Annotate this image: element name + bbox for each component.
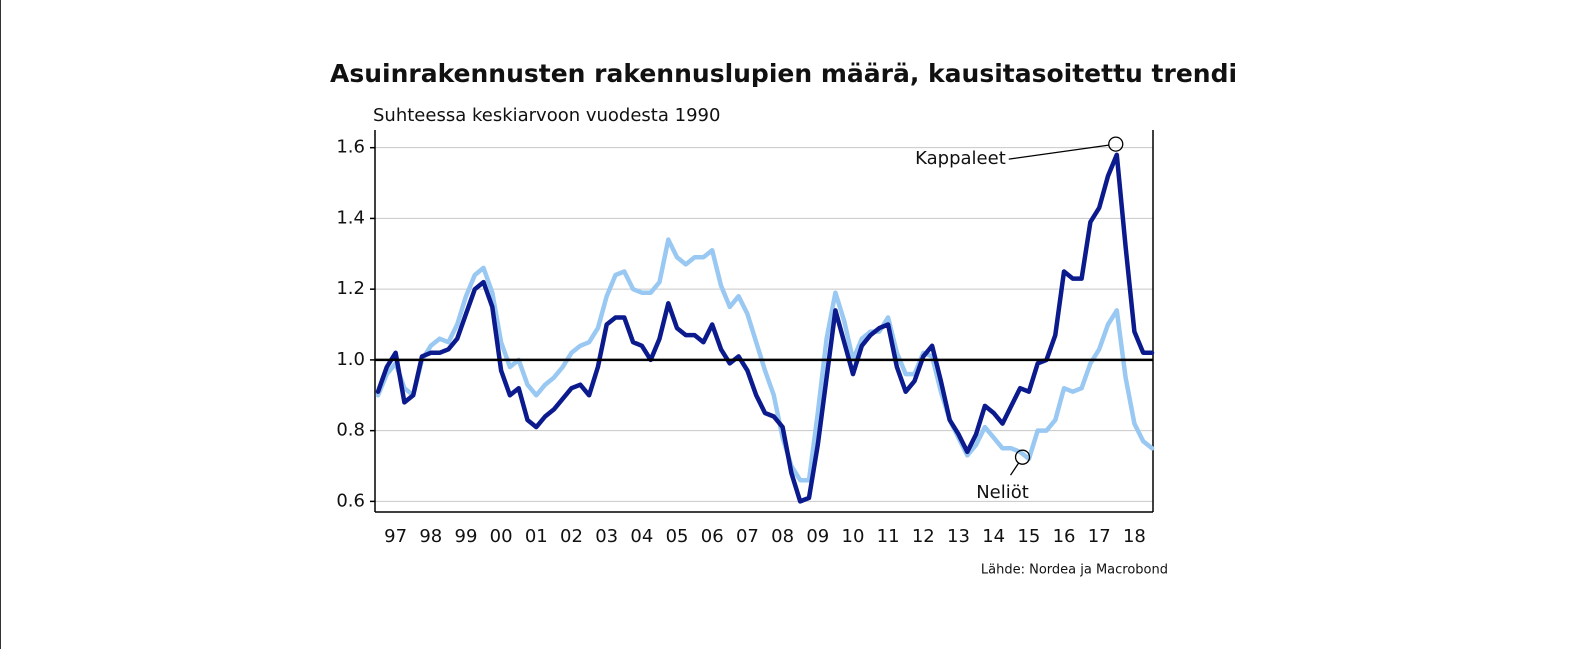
x-tick-label: 15 bbox=[1017, 526, 1040, 547]
x-tick-label: 16 bbox=[1053, 526, 1076, 547]
source: Lähde: Nordea ja Macrobond bbox=[981, 563, 1168, 578]
annotation-marker bbox=[1014, 449, 1031, 465]
chart-subtitle: Suhteessa keskiarvoon vuodesta 1990 bbox=[373, 105, 720, 126]
x-tick-label: 03 bbox=[595, 526, 618, 547]
annotation-leader bbox=[1009, 462, 1020, 476]
y-tick-label: 1.0 bbox=[336, 349, 365, 370]
series-line bbox=[375, 152, 1155, 504]
annotation-leader bbox=[1008, 144, 1109, 160]
x-tick-label: 08 bbox=[771, 526, 794, 547]
y-tick-label: 1.4 bbox=[336, 207, 365, 228]
y-tick-label: 1.6 bbox=[336, 137, 365, 158]
x-tick-label: 12 bbox=[912, 526, 935, 547]
x-tick-label: 99 bbox=[455, 526, 478, 547]
x-tick-label: 05 bbox=[666, 526, 689, 547]
chart-title: Asuinrakennusten rakennuslupien määrä, k… bbox=[330, 59, 1237, 88]
x-tick-label: 18 bbox=[1123, 526, 1146, 547]
x-tick-label: 13 bbox=[947, 526, 970, 547]
x-tick-label: 09 bbox=[806, 526, 829, 547]
x-tick-label: 07 bbox=[736, 526, 759, 547]
x-tick-label: 98 bbox=[419, 526, 442, 547]
x-tick-label: 04 bbox=[630, 526, 653, 547]
plot bbox=[375, 152, 1155, 504]
y-tick-label: 1.2 bbox=[336, 278, 365, 299]
grid bbox=[375, 147, 1153, 502]
x-tick-label: 97 bbox=[384, 526, 407, 547]
x-tick-label: 06 bbox=[701, 526, 724, 547]
x-tick-label: 10 bbox=[842, 526, 865, 547]
annotation-label: Neliöt bbox=[976, 482, 1029, 503]
x-tick-label: 02 bbox=[560, 526, 583, 547]
y-tick-label: 0.6 bbox=[336, 490, 365, 511]
x-tick-label: 11 bbox=[877, 526, 900, 547]
x-tick-label: 00 bbox=[490, 526, 513, 547]
x-tick-label: 01 bbox=[525, 526, 548, 547]
x-tick-label: 14 bbox=[982, 526, 1005, 547]
annotation-label: Kappaleet bbox=[915, 148, 1006, 169]
y-tick-label: 0.8 bbox=[336, 420, 365, 441]
annotation-marker bbox=[1108, 136, 1124, 152]
x-tick-label: 17 bbox=[1088, 526, 1111, 547]
